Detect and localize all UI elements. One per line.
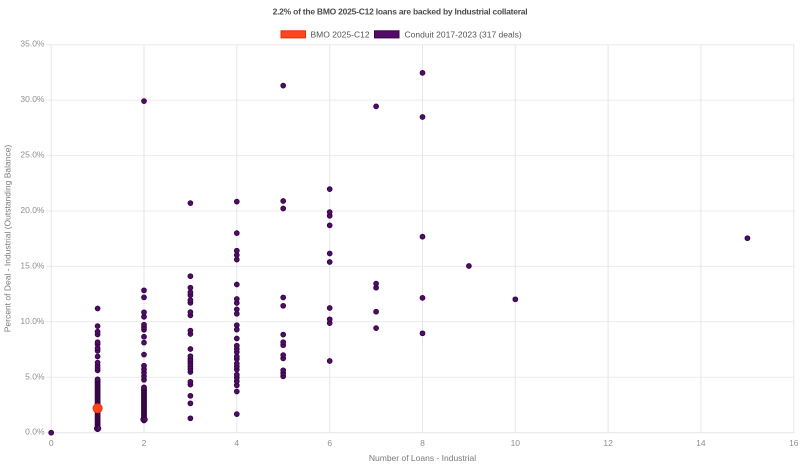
svg-text:14: 14 <box>696 438 706 448</box>
svg-text:Number of Loans - Industrial: Number of Loans - Industrial <box>369 453 476 463</box>
svg-text:0.0%: 0.0% <box>25 427 45 437</box>
svg-text:25.0%: 25.0% <box>20 150 45 160</box>
svg-text:20.0%: 20.0% <box>20 205 45 215</box>
svg-text:2.2% of the BMO 2025-C12 loans: 2.2% of the BMO 2025-C12 loans are backe… <box>273 7 528 17</box>
svg-text:5.0%: 5.0% <box>25 371 45 381</box>
svg-text:BMO 2025-C12: BMO 2025-C12 <box>311 29 370 39</box>
svg-text:16: 16 <box>789 438 799 448</box>
svg-text:30.0%: 30.0% <box>20 94 45 104</box>
svg-text:6: 6 <box>327 438 332 448</box>
svg-text:4: 4 <box>234 438 239 448</box>
svg-text:0: 0 <box>49 438 54 448</box>
svg-text:2: 2 <box>142 438 147 448</box>
svg-text:15.0%: 15.0% <box>20 260 45 270</box>
svg-text:8: 8 <box>420 438 425 448</box>
svg-text:Percent of Deal - Industrial (: Percent of Deal - Industrial (Outstandin… <box>3 145 13 333</box>
svg-text:12: 12 <box>603 438 613 448</box>
svg-text:10: 10 <box>511 438 521 448</box>
svg-text:10.0%: 10.0% <box>20 316 45 326</box>
svg-text:Conduit 2017-2023 (317 deals): Conduit 2017-2023 (317 deals) <box>405 29 522 39</box>
svg-text:35.0%: 35.0% <box>20 39 45 49</box>
